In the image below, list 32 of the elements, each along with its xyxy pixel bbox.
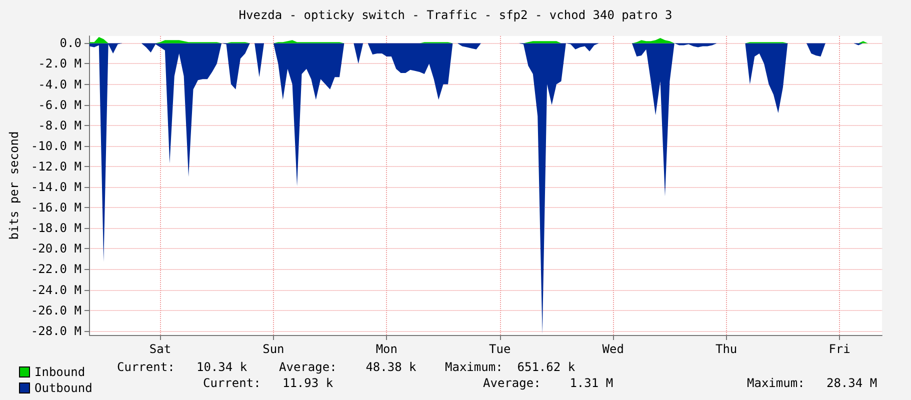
y-tick-label: -16.0 M [30, 200, 82, 215]
y-tick-label: -8.0 M [38, 118, 82, 132]
text: Average: 48.38 k [279, 360, 418, 374]
x-tick-label: Mon [376, 342, 398, 356]
y-tick-label: -20.0 M [30, 242, 82, 256]
text: Current: 11.93 k [203, 376, 334, 390]
legend-label: Outbound [34, 381, 92, 395]
x-tick-label: Sun [262, 342, 284, 356]
y-axis-title: bits per second [7, 131, 21, 240]
y-tick-label: -10.0 M [30, 138, 82, 153]
y-tick-label: -18.0 M [30, 221, 82, 236]
x-tick-label: Thu [715, 342, 738, 356]
x-tick-label: Wed [602, 342, 624, 356]
chart-title: Hvezda - opticky switch - Traffic - sfp2 - vchod 340 patro 3 [238, 8, 672, 22]
y-tick-label: -26.0 M [30, 303, 82, 318]
text: Average: 1.31 M [483, 376, 614, 390]
y-tick-label: 0.0 [60, 36, 82, 50]
text: Maximum: 28.34 M [747, 376, 878, 390]
x-tick-label: Tue [489, 342, 511, 356]
y-tick-label: -24.0 M [30, 282, 82, 297]
y-tick-label: -4.0 M [38, 77, 82, 92]
y-tick-label: -28.0 M [30, 324, 82, 338]
y-tick-label: -6.0 M [38, 98, 82, 112]
text: Current: 10.34 k [117, 360, 248, 374]
y-tick-label: -22.0 M [30, 262, 82, 276]
text: Maximum: 651.62 k [445, 360, 576, 374]
x-tick-label: Sat [149, 342, 172, 356]
y-tick-label: -14.0 M [30, 180, 82, 194]
x-tick-label: Fri [828, 342, 850, 356]
y-tick-label: -12.0 M [30, 159, 82, 174]
legend-label: Inbound [34, 365, 86, 379]
y-tick-label: -2.0 M [38, 56, 82, 71]
